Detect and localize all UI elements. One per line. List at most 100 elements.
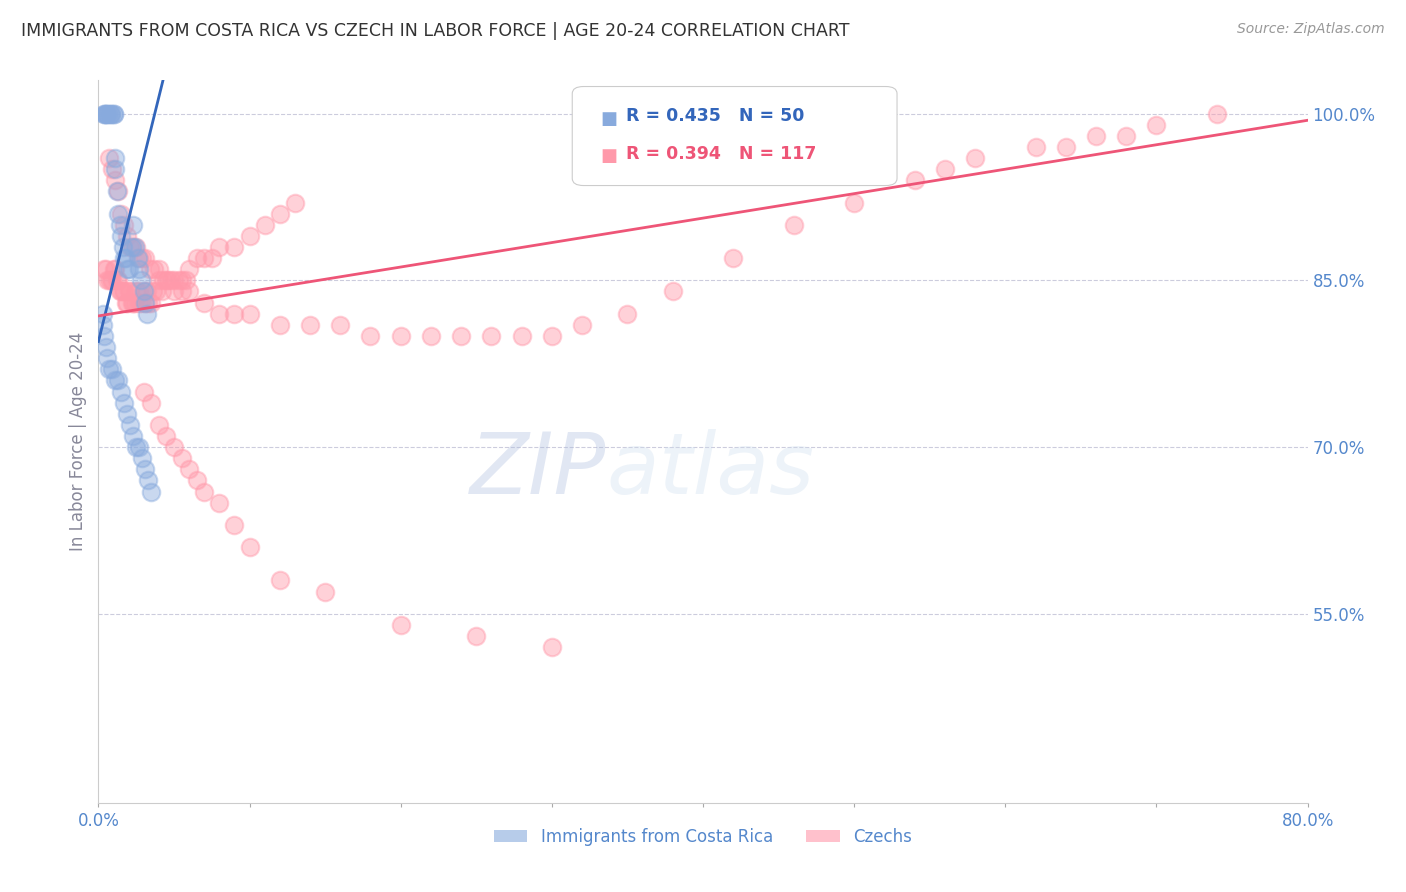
Point [91, 318, 114, 332]
Point [105, 273, 128, 287]
Point [132, 384, 155, 399]
Point [239, 307, 262, 321]
Point [389, 329, 412, 343]
Point [148, 273, 170, 287]
Point [148, 417, 170, 432]
Point [128, 262, 150, 277]
Point [510, 329, 533, 343]
Point [128, 295, 150, 310]
Point [156, 273, 179, 287]
Point [139, 262, 162, 277]
Point [107, 273, 129, 287]
Point [160, 273, 183, 287]
Point [94, 106, 117, 120]
Point [104, 373, 127, 387]
Point [121, 240, 143, 254]
Point [98, 362, 121, 376]
Point [103, 106, 125, 120]
Point [150, 285, 173, 299]
Point [134, 462, 156, 476]
Point [284, 195, 307, 210]
Point [93, 329, 115, 343]
Point [132, 285, 155, 299]
Text: ZIP: ZIP [470, 429, 606, 512]
Point [208, 307, 231, 321]
Point [134, 295, 156, 310]
Point [844, 195, 866, 210]
Point [1054, 140, 1077, 154]
Point [239, 228, 262, 243]
Point [115, 295, 138, 310]
Point [269, 574, 291, 588]
Text: R = 0.435   N = 50: R = 0.435 N = 50 [626, 107, 804, 125]
Point [96, 106, 118, 120]
Point [420, 329, 443, 343]
Point [540, 640, 562, 655]
Point [314, 584, 336, 599]
Point [163, 285, 186, 299]
Point [112, 251, 135, 265]
Point [93, 262, 115, 277]
Point [224, 307, 246, 321]
Point [136, 474, 159, 488]
Point [125, 285, 148, 299]
Legend: Immigrants from Costa Rica, Czechs: Immigrants from Costa Rica, Czechs [488, 821, 918, 852]
Point [122, 295, 145, 310]
Point [93, 106, 115, 120]
Point [208, 496, 231, 510]
Point [155, 273, 177, 287]
Point [104, 173, 127, 187]
Point [465, 629, 488, 643]
Point [98, 273, 121, 287]
Point [239, 540, 262, 554]
Point [1115, 128, 1137, 143]
Point [1024, 140, 1046, 154]
Point [170, 273, 193, 287]
Point [128, 251, 150, 265]
Point [122, 218, 145, 232]
Point [783, 218, 806, 232]
Point [101, 273, 124, 287]
Point [167, 273, 190, 287]
Point [110, 207, 132, 221]
Point [94, 340, 117, 354]
Point [105, 185, 128, 199]
Point [208, 240, 231, 254]
Point [127, 251, 149, 265]
Point [104, 162, 127, 177]
Point [540, 329, 562, 343]
Point [141, 295, 163, 310]
Point [98, 106, 121, 120]
Point [571, 318, 593, 332]
Point [94, 262, 117, 277]
Point [253, 218, 276, 232]
Point [129, 273, 152, 287]
Point [121, 295, 143, 310]
Point [360, 329, 382, 343]
Point [193, 251, 215, 265]
Point [661, 285, 683, 299]
Text: R = 0.394   N = 117: R = 0.394 N = 117 [626, 145, 815, 162]
Point [103, 106, 125, 120]
Point [135, 307, 157, 321]
Point [152, 273, 174, 287]
Point [103, 262, 125, 277]
Point [128, 440, 150, 454]
Point [111, 285, 134, 299]
Point [179, 462, 201, 476]
Point [934, 162, 956, 177]
Point [111, 240, 134, 254]
Point [108, 218, 131, 232]
Point [96, 273, 118, 287]
Point [114, 295, 136, 310]
Point [115, 407, 138, 421]
Point [114, 251, 136, 265]
Point [100, 106, 122, 120]
Text: ■: ■ [600, 110, 617, 128]
Point [120, 240, 142, 254]
Point [170, 285, 193, 299]
Point [193, 484, 215, 499]
Point [965, 151, 987, 165]
Point [904, 173, 927, 187]
Point [110, 285, 132, 299]
